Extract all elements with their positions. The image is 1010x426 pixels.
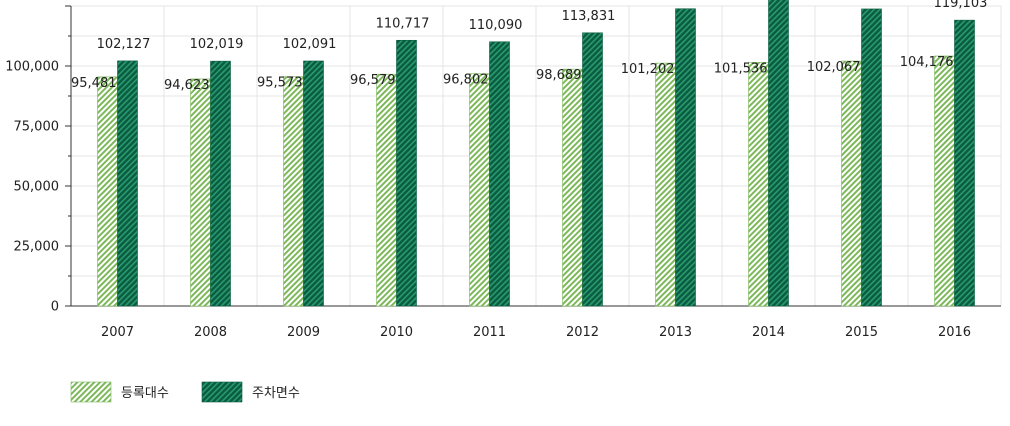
- x-tick-label: 2007: [101, 325, 134, 340]
- data-label-parking: 102,019: [190, 37, 244, 52]
- x-tick-label: 2016: [938, 325, 971, 340]
- bar-registered: [97, 76, 118, 307]
- y-tick-label: 100,000: [5, 60, 59, 75]
- bar-parking: [861, 8, 882, 307]
- data-label-registered: 101,536: [714, 61, 768, 76]
- bar-registered: [469, 73, 490, 307]
- data-label-parking: 110,717: [376, 16, 430, 31]
- bar-parking: [768, 0, 789, 307]
- data-label-parking: 119,103: [934, 0, 988, 11]
- bar-registered: [748, 62, 769, 307]
- data-label-registered: 98,689: [536, 68, 582, 83]
- bar-registered: [190, 78, 211, 307]
- bar-parking: [954, 19, 975, 307]
- legend: 등록대수 주차면수: [70, 381, 300, 403]
- data-label-registered: 96,802: [443, 73, 489, 88]
- data-label-parking: 102,091: [283, 37, 337, 52]
- bar-parking: [675, 8, 696, 307]
- bars: [97, 0, 975, 307]
- data-label-parking: 102,127: [97, 37, 151, 52]
- x-tick-label: 2008: [194, 325, 227, 340]
- bar-parking: [117, 60, 138, 307]
- y-tick-label: 75,000: [14, 120, 60, 135]
- bar-registered: [562, 68, 583, 307]
- bar-registered: [655, 62, 676, 307]
- data-label-registered: 104,176: [900, 55, 954, 70]
- y-tick-label: 25,000: [14, 240, 60, 255]
- bar-parking: [303, 60, 324, 307]
- legend-swatch: [70, 381, 112, 403]
- x-tick-label: 2012: [566, 325, 599, 340]
- bar-registered: [841, 60, 862, 307]
- legend-swatch: [201, 381, 243, 403]
- y-tick-label: 0: [51, 300, 59, 315]
- y-tick-label: 50,000: [14, 180, 60, 195]
- x-tick-label: 2010: [380, 325, 413, 340]
- bar-parking: [582, 32, 603, 307]
- x-tick-label: 2014: [752, 325, 785, 340]
- data-label-registered: 94,623: [164, 78, 210, 93]
- x-tick-label: 2009: [287, 325, 320, 340]
- x-tick-label: 2013: [659, 325, 692, 340]
- data-labels: 95,481 94,623 95,573 96,579 96,802 98,689 101,…: [71, 0, 987, 93]
- data-label-parking: 110,090: [469, 18, 523, 33]
- data-label-registered: 95,573: [257, 76, 303, 91]
- data-label-parking: 113,831: [562, 9, 616, 24]
- data-label-registered: 96,579: [350, 73, 396, 88]
- legend-item-registered: 등록대수: [70, 381, 169, 403]
- x-tick-label: 2015: [845, 325, 878, 340]
- x-tick-label: 2011: [473, 325, 506, 340]
- bar-registered: [934, 55, 955, 307]
- legend-item-parking: 주차면수: [201, 381, 300, 403]
- legend-label: 주차면수: [252, 386, 300, 401]
- bar-parking: [489, 41, 510, 307]
- bar-parking: [396, 39, 417, 307]
- bar-parking: [210, 60, 231, 307]
- bar-registered: [376, 73, 397, 307]
- data-label-registered: 95,481: [71, 76, 117, 91]
- data-label-registered: 101,202: [621, 62, 675, 77]
- bar-registered: [283, 76, 304, 307]
- data-label-registered: 102,067: [807, 60, 861, 75]
- legend-label: 등록대수: [121, 386, 169, 401]
